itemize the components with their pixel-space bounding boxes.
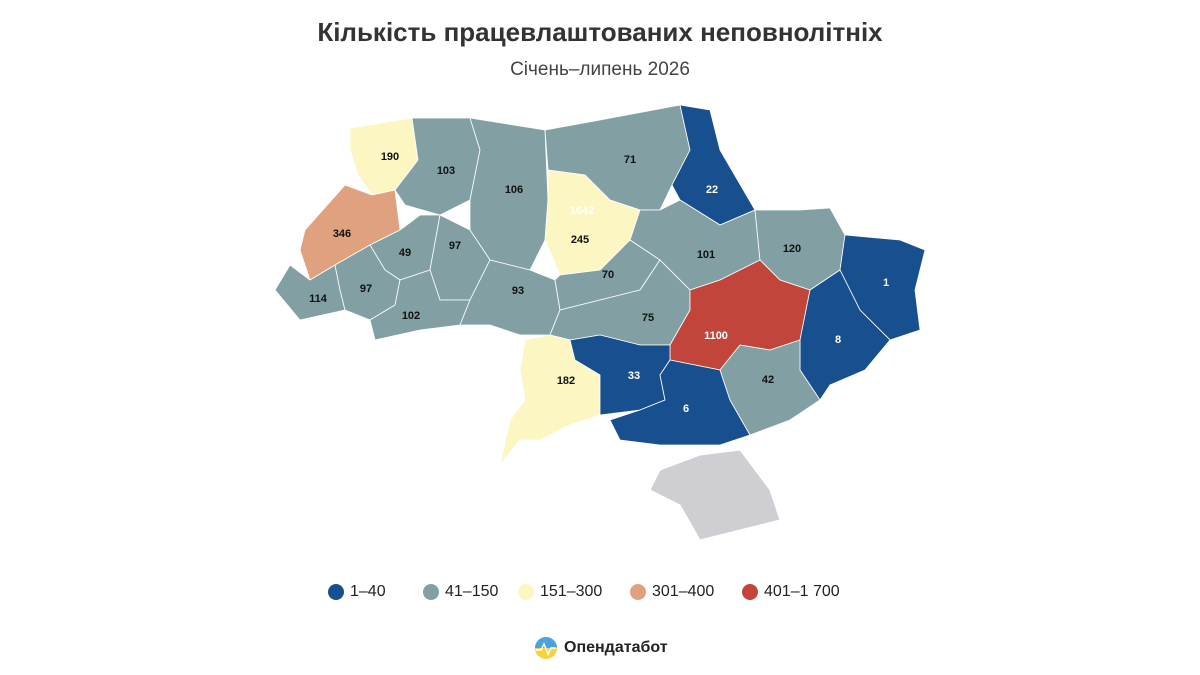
region-label: 49 bbox=[399, 247, 411, 259]
region-label: 182 bbox=[557, 375, 575, 387]
region-label: 120 bbox=[783, 243, 801, 255]
region-label: 103 bbox=[437, 165, 455, 177]
region-label: 70 bbox=[602, 269, 614, 281]
region-label: 102 bbox=[402, 310, 420, 322]
region-label: 97 bbox=[360, 283, 372, 295]
region-label: 245 bbox=[571, 234, 589, 246]
legend-swatch bbox=[742, 584, 758, 600]
region-label: 75 bbox=[642, 312, 654, 324]
region-label: 97 bbox=[449, 240, 461, 252]
region-label: 6 bbox=[683, 403, 689, 415]
brand: Опендатабот bbox=[564, 639, 668, 656]
region-label: 1 bbox=[883, 277, 889, 289]
brand-logo bbox=[535, 637, 557, 659]
title: Кількість працевлаштованих неповнолітніх bbox=[317, 17, 883, 47]
region-labels: 190 103 106 71 22 346 49 97 1642 245 101 120 1 114 97 1… bbox=[309, 151, 889, 415]
region-label: 114 bbox=[309, 293, 328, 305]
region-label: 33 bbox=[628, 370, 640, 382]
legend-label: 41–150 bbox=[445, 583, 498, 600]
legend-label: 151–300 bbox=[540, 583, 602, 600]
region-label: 346 bbox=[333, 228, 351, 240]
legend-swatch bbox=[328, 584, 344, 600]
region-label: 71 bbox=[624, 154, 636, 166]
region-label: 1100 bbox=[704, 330, 728, 342]
legend-swatch bbox=[423, 584, 439, 600]
legend-swatch bbox=[518, 584, 534, 600]
region-label: 101 bbox=[697, 249, 715, 261]
legend-swatch bbox=[630, 584, 646, 600]
region bbox=[369, 269, 471, 341]
legend-label: 401–1 700 bbox=[764, 583, 840, 600]
legend: 1–40 41–150 151–300 301–400 401–1 700 bbox=[328, 583, 840, 600]
crimea bbox=[649, 449, 781, 541]
legend-label: 301–400 bbox=[652, 583, 714, 600]
region-label: 22 bbox=[706, 184, 718, 196]
region-label: 42 bbox=[762, 374, 774, 386]
region bbox=[719, 339, 821, 436]
region-label: 93 bbox=[512, 285, 524, 297]
region-label: 1642 bbox=[570, 205, 594, 217]
region-label: 190 bbox=[381, 151, 399, 163]
region-label: 106 bbox=[505, 184, 523, 196]
legend-label: 1–40 bbox=[350, 583, 386, 600]
region-label: 8 bbox=[835, 334, 841, 346]
subtitle: Січень–липень 2026 bbox=[510, 59, 690, 80]
region bbox=[459, 259, 561, 336]
regions bbox=[274, 104, 926, 466]
